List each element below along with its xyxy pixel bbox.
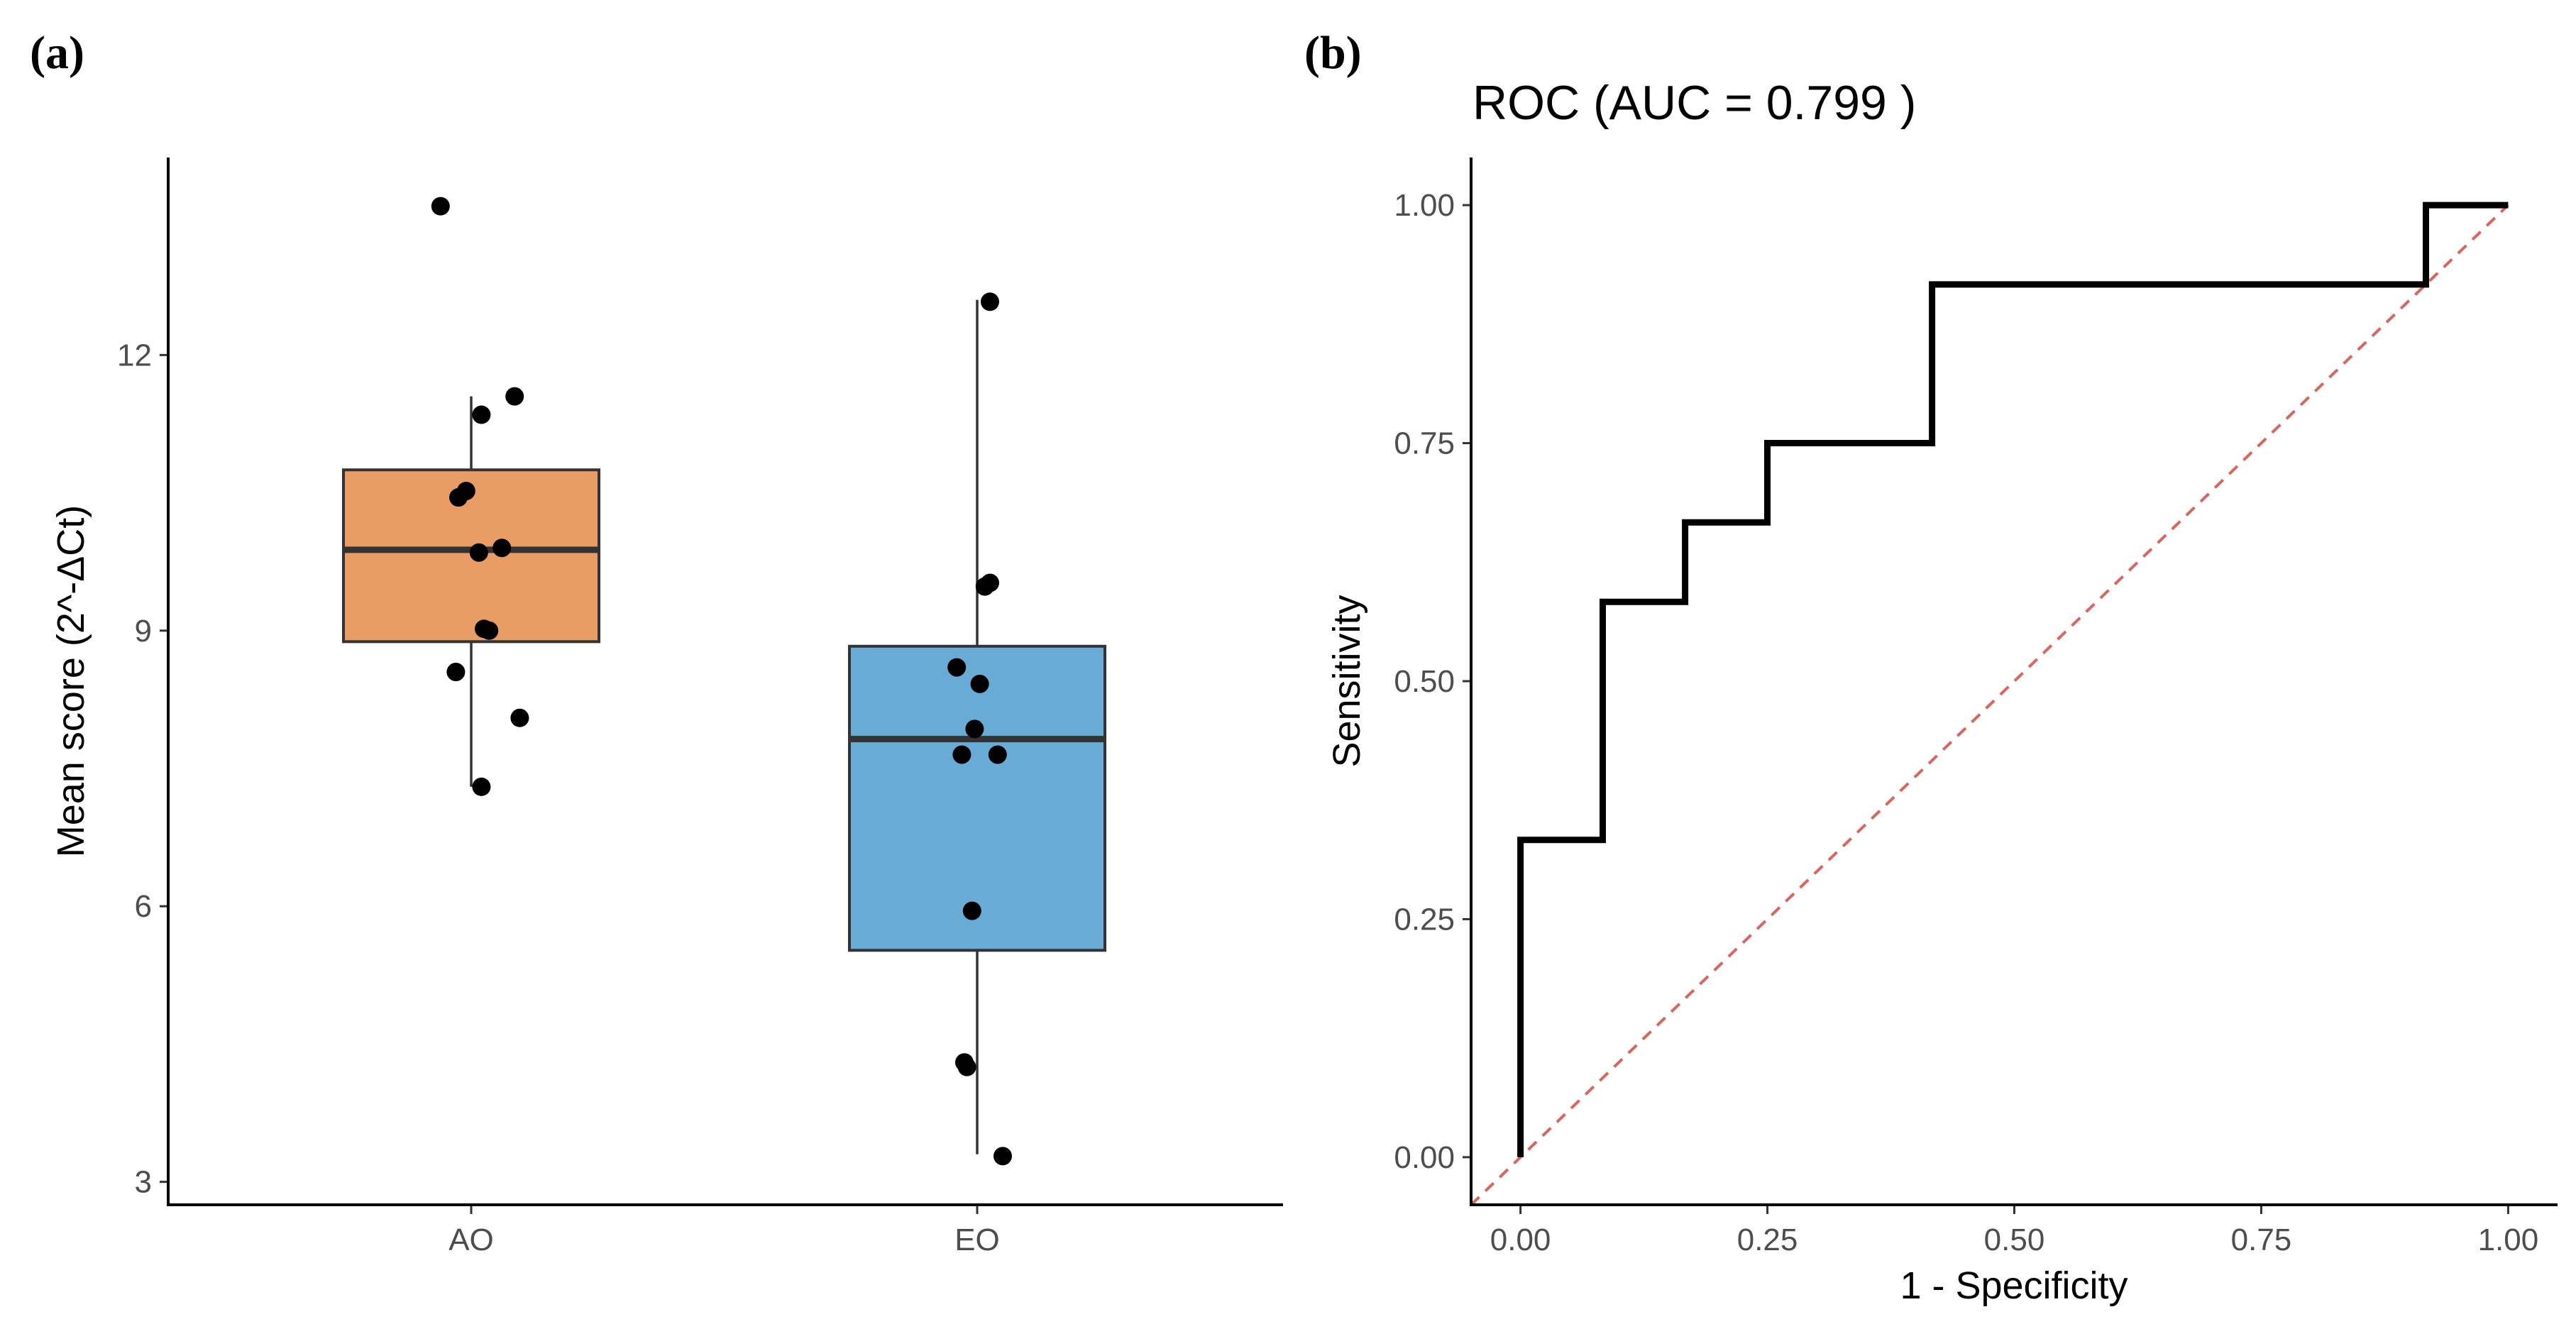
ao-data-point [449,488,468,507]
boxplot-y-tick-label: 9 [135,614,152,649]
boxplot-boxes [342,299,1106,1154]
eo-data-point [962,901,981,920]
eo-data-point [970,674,989,693]
boxplot-y-axis-title: Mean score (2^-ΔCt) [50,505,92,858]
eo-data-point [957,1057,976,1076]
roc-x-ticks: 0.00 0.25 0.50 0.75 1.00 [1490,1205,2538,1257]
eo-data-point [988,745,1007,764]
boxplot-y-ticks: 3 6 9 12 [117,338,168,1200]
roc-panel: ROC (AUC = 0.799 ) 0.000.250.500.751.00 … [1326,76,2558,1307]
roc-curve-line [1517,202,2509,1157]
boxplot-y-tick-label: 12 [117,338,152,373]
boxplot-x-ticks: AO EO [448,1205,1000,1257]
boxplot-x-tick-label-eo: EO [954,1223,1000,1257]
ao-data-point [431,197,450,216]
boxplot-x-tick-label-ao: AO [448,1223,494,1257]
roc-y-tick-label: 0.25 [1394,902,1455,937]
boxplot-points [431,197,1012,1166]
roc-y-tick-label: 0.75 [1394,426,1455,461]
boxplot-y-tick-label: 6 [135,889,152,924]
roc-y-tick-label: 0.50 [1394,664,1455,699]
eo-data-point [981,292,999,311]
ao-data-point [492,539,512,558]
ao-data-point [472,405,491,424]
roc-title: ROC (AUC = 0.799 ) [1473,76,1916,130]
boxplot-y-tick-label: 3 [135,1165,152,1200]
roc-x-tick-label: 0.75 [2231,1223,2292,1257]
boxplot-panel: 3 6 9 12 AO EO Mean score (2^-ΔCt) [50,158,1283,1257]
roc-y-tick-label: 0.00 [1394,1140,1455,1175]
ao-data-point [475,619,493,639]
roc-y-ticks: 0.00 0.25 0.50 0.75 1.00 [1394,188,1471,1175]
eo-data-point [947,658,967,677]
ao-data-point [469,543,488,562]
roc-x-tick-label: 0.25 [1737,1223,1798,1257]
ao-data-point [446,663,466,682]
ao-data-point [510,708,529,727]
panel-label-a: (a) [30,27,84,79]
eo-data-point [993,1147,1012,1166]
roc-x-axis-title: 1 - Specificity [1900,1264,2128,1307]
ao-data-point [472,777,491,796]
roc-x-tick-label: 1.00 [2478,1223,2539,1257]
ao-data-point [505,387,524,406]
roc-x-tick-label: 0.00 [1490,1223,1551,1257]
roc-y-axis-title: Sensitivity [1326,595,1368,767]
eo-data-point [952,745,971,764]
eo-box [848,644,1106,952]
roc-reference-diagonal [1470,204,2509,1206]
eo-data-point [975,577,994,596]
eo-data-point [965,719,984,739]
roc-y-tick-label: 1.00 [1394,188,1455,223]
panel-label-b: (b) [1304,27,1362,79]
roc-x-tick-label: 0.50 [1984,1223,2045,1257]
